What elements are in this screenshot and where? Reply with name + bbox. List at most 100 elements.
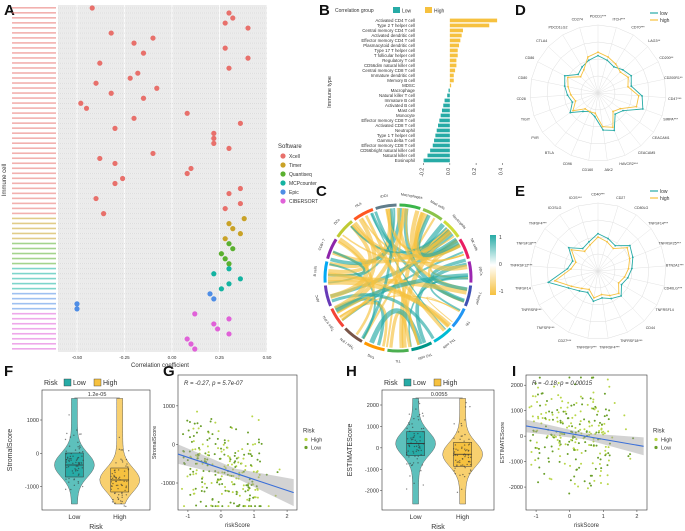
scatter-point bbox=[629, 457, 632, 460]
radar-point bbox=[570, 285, 573, 288]
scatter-point bbox=[192, 473, 195, 476]
jitter-point bbox=[68, 459, 70, 462]
jitter-point bbox=[126, 463, 128, 465]
sector-label: Neutrophils bbox=[451, 214, 466, 230]
category-label: Activated CD8 T cell bbox=[375, 123, 415, 128]
radar-point bbox=[631, 267, 633, 270]
scatter-point bbox=[195, 472, 198, 475]
radar-spoke bbox=[530, 265, 599, 272]
scatter-point bbox=[574, 426, 577, 429]
jitter-point bbox=[68, 477, 70, 480]
sector-arc bbox=[375, 203, 397, 210]
scatter-point bbox=[599, 474, 602, 477]
jitter-point bbox=[121, 492, 123, 494]
scatter-point bbox=[227, 454, 230, 457]
scatter-point bbox=[207, 430, 210, 433]
category-label: Effector memory CD8 T cell bbox=[361, 143, 415, 148]
scatter-point bbox=[532, 433, 535, 436]
sector-arc bbox=[458, 238, 470, 260]
jitter-point bbox=[74, 449, 77, 451]
radar-ring bbox=[580, 75, 616, 111]
row-label-placeholder bbox=[12, 47, 56, 49]
scatter-point bbox=[566, 426, 569, 429]
jitter-point bbox=[420, 449, 422, 452]
jitter-point bbox=[453, 470, 455, 472]
data-point bbox=[150, 150, 156, 157]
radar-point bbox=[592, 300, 595, 303]
scatter-point bbox=[632, 437, 635, 440]
jitter-point bbox=[123, 480, 125, 483]
sector-arc bbox=[336, 220, 353, 238]
scatter-point bbox=[229, 426, 232, 429]
jitter-point bbox=[453, 437, 455, 439]
scatter-point bbox=[196, 457, 199, 460]
jitter-point bbox=[413, 436, 415, 438]
data-point bbox=[211, 271, 217, 277]
scatter-point bbox=[545, 436, 548, 439]
chord-link bbox=[385, 208, 455, 253]
scatter-point bbox=[233, 483, 236, 486]
chord-link bbox=[331, 293, 435, 340]
colorbar-tick-label: 1 bbox=[499, 235, 502, 241]
scatter-point bbox=[204, 458, 207, 461]
scatter-point bbox=[544, 417, 547, 420]
panel-c: Macrophages Mast cells Neutrophils NK cells… bbox=[313, 192, 504, 363]
scatter-point bbox=[211, 505, 214, 508]
category-label: Eosinophil bbox=[395, 158, 415, 163]
jitter-point bbox=[419, 440, 421, 442]
radar-axis-label: PVR bbox=[531, 136, 539, 140]
scatter-point bbox=[582, 437, 585, 440]
scatter-point bbox=[608, 409, 611, 412]
jitter-point bbox=[417, 401, 420, 403]
scatter-point bbox=[588, 482, 591, 485]
scatter-point bbox=[221, 471, 224, 474]
scatter-point bbox=[559, 421, 562, 424]
jitter-point bbox=[416, 449, 418, 451]
radar-point bbox=[571, 101, 574, 104]
jitter-point bbox=[461, 446, 463, 448]
row-label-placeholder bbox=[12, 137, 56, 139]
radar-point bbox=[582, 110, 584, 113]
scatter-point bbox=[595, 444, 598, 447]
scatter-point bbox=[534, 459, 537, 462]
scatter-point bbox=[594, 405, 597, 408]
sector-arc bbox=[387, 348, 409, 353]
y-tick-label: 2000 bbox=[367, 403, 379, 409]
legend-label: Quantiseq bbox=[289, 172, 312, 178]
row-label-placeholder bbox=[12, 182, 56, 185]
scatter-point bbox=[600, 423, 603, 426]
data-point bbox=[226, 281, 232, 287]
scatter-point bbox=[589, 484, 592, 487]
radar-point bbox=[601, 125, 604, 128]
scatter-point bbox=[214, 443, 217, 446]
jitter-point bbox=[422, 443, 425, 445]
radar-spoke bbox=[597, 92, 626, 156]
scatter-point bbox=[231, 491, 234, 494]
scatter-point bbox=[548, 477, 551, 480]
jitter-point bbox=[73, 484, 76, 487]
y-tick-label: 0 bbox=[36, 451, 39, 457]
scatter-point bbox=[545, 411, 548, 414]
jitter-point bbox=[413, 435, 416, 437]
y-axis-title: StromalScore bbox=[7, 429, 14, 472]
bar bbox=[430, 148, 450, 153]
panel-h: -2000 -1000 0 1000 2000 ESTIMATEScore Risk Low H… bbox=[347, 378, 495, 531]
radar-spoke bbox=[597, 92, 666, 98]
scatter-point bbox=[188, 420, 191, 423]
scatter-point bbox=[214, 473, 217, 476]
jitter-point bbox=[77, 456, 80, 459]
scatter-point bbox=[627, 455, 630, 458]
sector-arc bbox=[344, 327, 363, 343]
scatter-point bbox=[224, 485, 227, 488]
scatter-point bbox=[538, 452, 541, 455]
scatter-point bbox=[537, 417, 540, 420]
bar bbox=[449, 53, 458, 58]
jitter-point bbox=[79, 445, 81, 447]
data-point bbox=[226, 145, 232, 152]
category-label: Central memory CD4 T cell bbox=[362, 28, 415, 33]
data-point bbox=[184, 110, 190, 116]
jitter-point bbox=[113, 474, 115, 477]
radar-point bbox=[587, 56, 589, 58]
scatter-point bbox=[563, 462, 566, 465]
data-point bbox=[184, 170, 190, 177]
